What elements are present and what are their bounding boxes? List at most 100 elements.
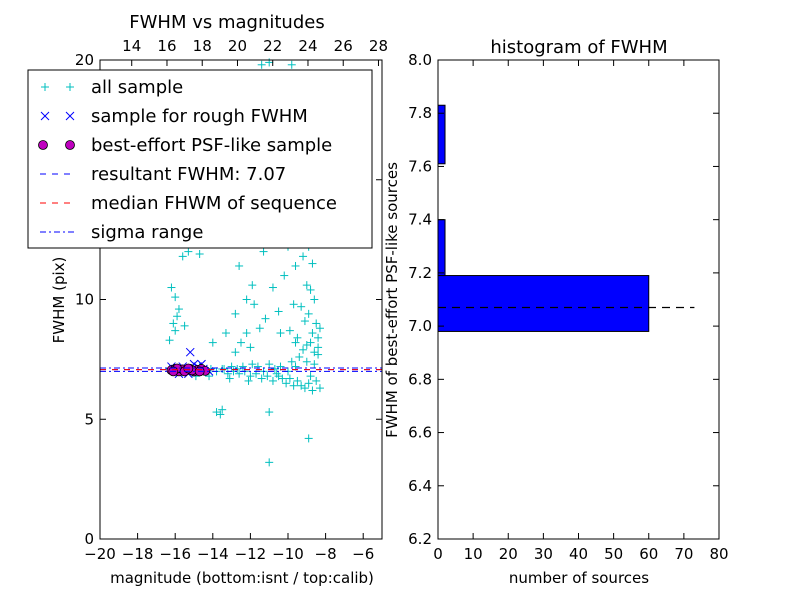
scatter-point-plus: [308, 259, 317, 268]
scatter-point-plus: [285, 374, 294, 383]
legend-items: all sample sample for rough FWHM best-effo…: [38, 77, 337, 243]
scatter-point-plus: [304, 309, 313, 318]
scatter-point-plus: [287, 60, 296, 69]
scatter-point-plus: [259, 247, 268, 256]
scatter-point-plus: [302, 281, 311, 290]
top-tick-label: 22: [263, 37, 282, 55]
scatter-point-plus: [304, 434, 313, 443]
scatter-point-plus: [248, 360, 257, 369]
scatter-point-plus: [265, 360, 274, 369]
scatter-point-plus: [165, 336, 174, 345]
legend-label: resultant FWHM: 7.07: [91, 164, 286, 185]
scatter-point-plus: [293, 376, 302, 385]
scatter-point-plus: [300, 317, 309, 326]
scatter-point-plus: [315, 324, 324, 333]
scatter-point-plus: [297, 381, 306, 390]
legend-label: all sample: [91, 77, 183, 98]
scatter-point-plus: [304, 379, 313, 388]
scatter-point-plus: [250, 300, 259, 309]
legend-entry: sigma range: [40, 222, 203, 243]
x-tick-label: 30: [534, 545, 553, 563]
scatter-point-plus: [312, 319, 321, 328]
scatter-point-plus: [308, 329, 317, 338]
scatter-point-plus: [255, 324, 264, 333]
scatter-point-plus: [268, 376, 277, 385]
scatter-panel: −20−18−16−14−12−10−8−6 05101520 14161820…: [27, 12, 388, 587]
legend-entry: median FHWM of sequence: [40, 193, 337, 214]
histogram-bar: [437, 104, 446, 165]
scatter-point-plus: [272, 369, 281, 378]
scatter-point-plus: [257, 374, 266, 383]
legend-entry: sample for rough FWHM: [40, 106, 308, 127]
scatter-point-plus: [299, 345, 308, 354]
scatter-point-plus: [310, 360, 319, 369]
scatter-point-plus: [312, 376, 321, 385]
scatter-point-plus: [216, 410, 225, 419]
legend-box: [27, 69, 373, 249]
scatter-point-plus: [235, 369, 244, 378]
y-tick-label: 7.2: [408, 264, 432, 282]
scatter-point-plus: [171, 293, 180, 302]
legend: all sample sample for rough FWHM best-effo…: [27, 69, 373, 249]
scatter-point-plus: [306, 285, 315, 294]
scatter-point-plus: [257, 60, 266, 69]
y-tick-label: 10: [75, 291, 94, 309]
scatter-point-plus: [315, 384, 324, 393]
y-tick-label: 6.2: [408, 530, 432, 548]
scatter-point-plus: [171, 326, 180, 335]
scatter-point-plus: [244, 376, 253, 385]
scatter-point-plus: [167, 283, 176, 292]
scatter-title: FWHM vs magnitudes: [129, 12, 324, 33]
x-tick-label: 60: [639, 545, 658, 563]
scatter-point-plus: [225, 374, 234, 383]
top-tick-label: 24: [298, 37, 317, 55]
scatter-reference-lines: [100, 367, 382, 372]
x-tick-label: 0: [433, 545, 443, 563]
x-tick-label: 40: [569, 545, 588, 563]
scatter-point-plus: [221, 329, 230, 338]
scatter-point-plus: [263, 372, 272, 381]
scatter-point-plus: [174, 305, 183, 314]
top-tick-label: 14: [122, 37, 141, 55]
scatter-point-plus: [238, 362, 247, 371]
scatter-point-plus: [242, 329, 251, 338]
scatter-point-plus: [274, 307, 283, 316]
scatter-point-plus: [178, 252, 187, 261]
scatter-point-plus: [291, 261, 300, 270]
legend-entry: resultant FWHM: 7.07: [40, 164, 286, 185]
y-tick-label: 6.6: [408, 424, 432, 442]
histogram-bar: [437, 275, 650, 332]
y-tick-label: 20: [75, 51, 94, 69]
x-tick-label: 10: [464, 545, 483, 563]
x-tick-label: −10: [272, 545, 304, 563]
scatter-y-ticks: 05101520: [75, 51, 382, 548]
scatter-point-plus: [231, 348, 240, 357]
scatter-point-plus: [169, 319, 178, 328]
scatter-point-plus: [235, 261, 244, 270]
legend-entry: all sample: [41, 77, 183, 98]
scatter-point-plus: [310, 348, 319, 357]
scatter-point-plus: [246, 343, 255, 352]
scatter-point-plus: [268, 283, 277, 292]
scatter-point-plus: [276, 329, 285, 338]
scatter-x-axis-label: magnitude (bottom:isnt / top:calib): [110, 569, 374, 587]
histogram-bars: [437, 104, 650, 332]
scatter-point-plus: [285, 326, 294, 335]
y-tick-label: 8.0: [408, 51, 432, 69]
y-tick-label: 0: [84, 530, 94, 548]
scatter-point-plus: [293, 333, 302, 342]
legend-label: median FHWM of sequence: [91, 193, 337, 214]
scatter-point-plus: [310, 295, 319, 304]
histogram-y-ticks: 6.2 6.4 6.6 6.8 7.0 7.2 7.4 7.6 7.8 8.0: [408, 51, 719, 548]
scatter-point-plus: [237, 338, 245, 347]
top-tick-label: 20: [228, 37, 247, 55]
y-tick-label: 7.0: [408, 317, 432, 335]
x-tick-label: −14: [197, 545, 229, 563]
x-tick-label: 70: [674, 545, 693, 563]
histogram-title: histogram of FWHM: [490, 37, 667, 58]
legend-label: sample for rough FWHM: [91, 106, 308, 127]
x-tick-label: −18: [122, 545, 154, 563]
legend-label: sigma range: [91, 222, 203, 243]
x-tick-label: 50: [604, 545, 623, 563]
